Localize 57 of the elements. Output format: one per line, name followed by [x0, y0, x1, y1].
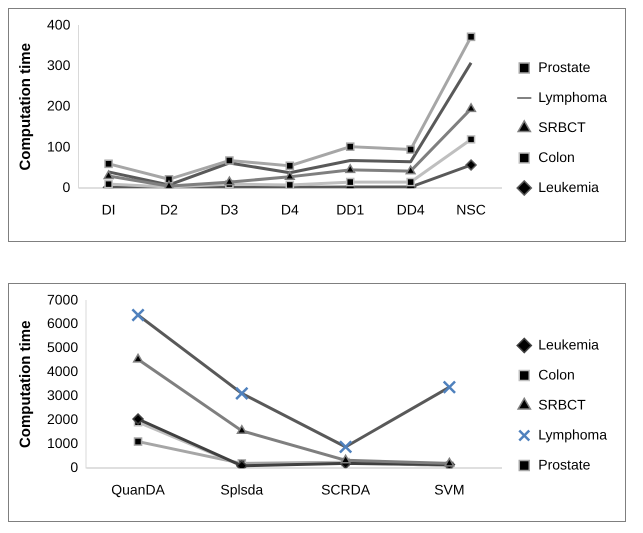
y-tick-label: 4000 [46, 363, 78, 380]
x-tick-label: DD4 [396, 201, 425, 218]
point [104, 159, 113, 168]
legend-label: Colon [538, 148, 575, 165]
y-axis-title: Computation time [17, 43, 34, 171]
point [466, 32, 476, 42]
x-tick-label: D4 [280, 201, 299, 218]
point [345, 164, 356, 174]
y-tick-label: 6000 [46, 315, 78, 332]
legend-label: Prostate [538, 58, 591, 75]
y-tick-label: 5000 [46, 339, 78, 356]
legend-label: Colon [538, 366, 575, 382]
y-axis-title: Computation time [17, 320, 34, 448]
y-tick-label: 200 [47, 98, 71, 114]
point [346, 142, 355, 151]
point [406, 165, 416, 174]
point [466, 135, 476, 144]
point [225, 156, 234, 165]
point [284, 171, 295, 180]
x-tick-label: NSC [456, 201, 486, 218]
x-tick-label: D2 [160, 201, 178, 218]
x-tick-label: D3 [220, 201, 239, 218]
x-tick-label: DD1 [336, 201, 364, 218]
point [286, 162, 294, 170]
point [134, 437, 142, 446]
legend-label: Prostate [538, 456, 591, 472]
legend-label: Leukemia [538, 336, 600, 352]
point [224, 176, 234, 186]
point [103, 170, 114, 180]
point [132, 413, 144, 425]
legend-label: Leukemia [538, 178, 600, 195]
y-tick-label: 1000 [46, 435, 78, 452]
x-tick-label: SVM [434, 481, 465, 498]
point [132, 354, 144, 363]
legend-label: SRBCT [538, 396, 586, 412]
y-tick-label: 0 [62, 179, 71, 196]
point [466, 103, 476, 112]
y-tick-label: 0 [70, 459, 78, 476]
point [406, 178, 415, 186]
legend-label: SRBCT [538, 118, 586, 135]
y-tick-label: 3000 [46, 387, 78, 404]
x-tick-label: DI [102, 201, 116, 218]
x-tick-label: Splsda [220, 481, 264, 498]
y-tick-label: 300 [47, 56, 71, 73]
point [406, 145, 415, 154]
y-tick-label: 7000 [46, 291, 78, 308]
x-tick-label: SCRDA [321, 481, 371, 498]
legend-label: Lymphoma [538, 88, 608, 105]
legend-label: Lymphoma [538, 426, 608, 442]
x-tick-label: QuanDA [111, 481, 166, 498]
y-tick-label: 400 [47, 16, 71, 32]
point [465, 159, 477, 171]
y-tick-label: 2000 [46, 411, 78, 428]
point [340, 454, 351, 464]
point [346, 178, 355, 186]
y-tick-label: 100 [47, 138, 71, 154]
point [236, 425, 247, 434]
